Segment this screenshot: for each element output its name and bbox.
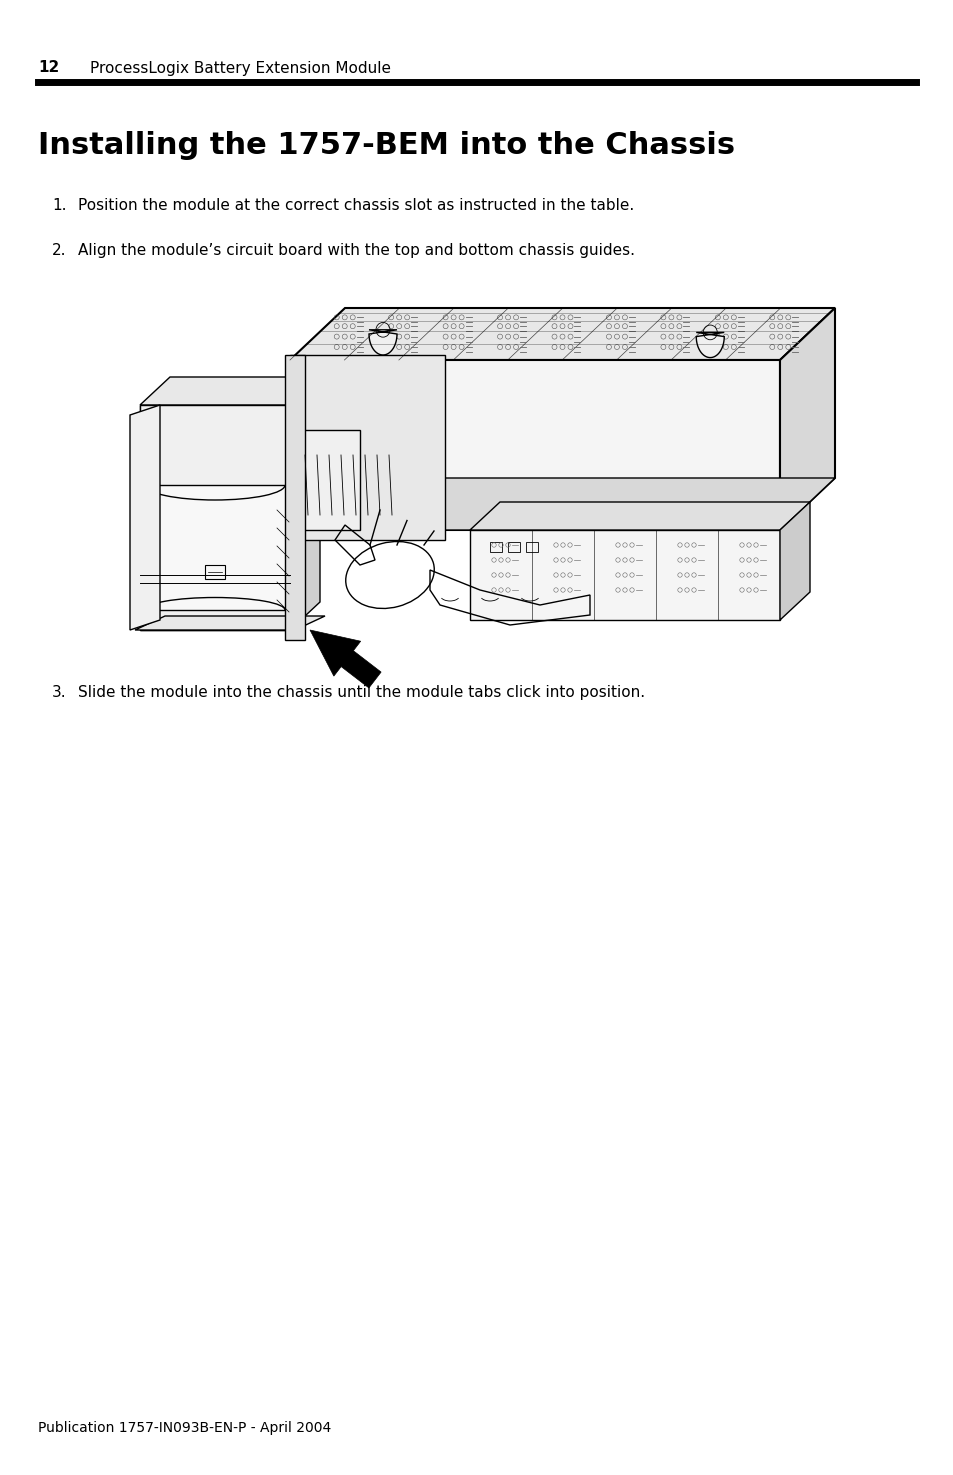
Polygon shape xyxy=(140,611,290,630)
Text: Align the module’s circuit board with the top and bottom chassis guides.: Align the module’s circuit board with th… xyxy=(78,243,635,258)
Polygon shape xyxy=(290,378,319,630)
Polygon shape xyxy=(369,330,396,355)
Text: 12: 12 xyxy=(38,60,59,75)
Polygon shape xyxy=(290,478,834,530)
Text: Position the module at the correct chassis slot as instructed in the table.: Position the module at the correct chass… xyxy=(78,198,634,212)
Bar xyxy=(525,541,537,552)
Text: 3.: 3. xyxy=(52,684,67,701)
Polygon shape xyxy=(140,406,290,630)
Bar xyxy=(507,541,519,552)
Polygon shape xyxy=(470,502,809,530)
Text: 1.: 1. xyxy=(52,198,67,212)
Polygon shape xyxy=(285,355,305,640)
Text: Slide the module into the chassis until the module tabs click into position.: Slide the module into the chassis until … xyxy=(78,684,644,701)
Text: ProcessLogix Battery Extension Module: ProcessLogix Battery Extension Module xyxy=(90,60,391,75)
Bar xyxy=(490,541,501,552)
Polygon shape xyxy=(310,630,380,687)
Polygon shape xyxy=(780,502,809,620)
Polygon shape xyxy=(290,355,444,540)
Text: Installing the 1757-BEM into the Chassis: Installing the 1757-BEM into the Chassis xyxy=(38,130,735,159)
Polygon shape xyxy=(696,332,723,357)
Polygon shape xyxy=(140,406,290,485)
Polygon shape xyxy=(290,308,834,360)
Polygon shape xyxy=(290,360,780,530)
Text: 2.: 2. xyxy=(52,243,67,258)
Polygon shape xyxy=(470,530,780,620)
Polygon shape xyxy=(780,308,834,530)
Text: Publication 1757-IN093B-EN-P - April 2004: Publication 1757-IN093B-EN-P - April 200… xyxy=(38,1420,331,1435)
Polygon shape xyxy=(294,431,359,530)
Polygon shape xyxy=(135,617,325,630)
Polygon shape xyxy=(130,406,160,630)
Polygon shape xyxy=(140,378,319,406)
Bar xyxy=(205,565,225,580)
